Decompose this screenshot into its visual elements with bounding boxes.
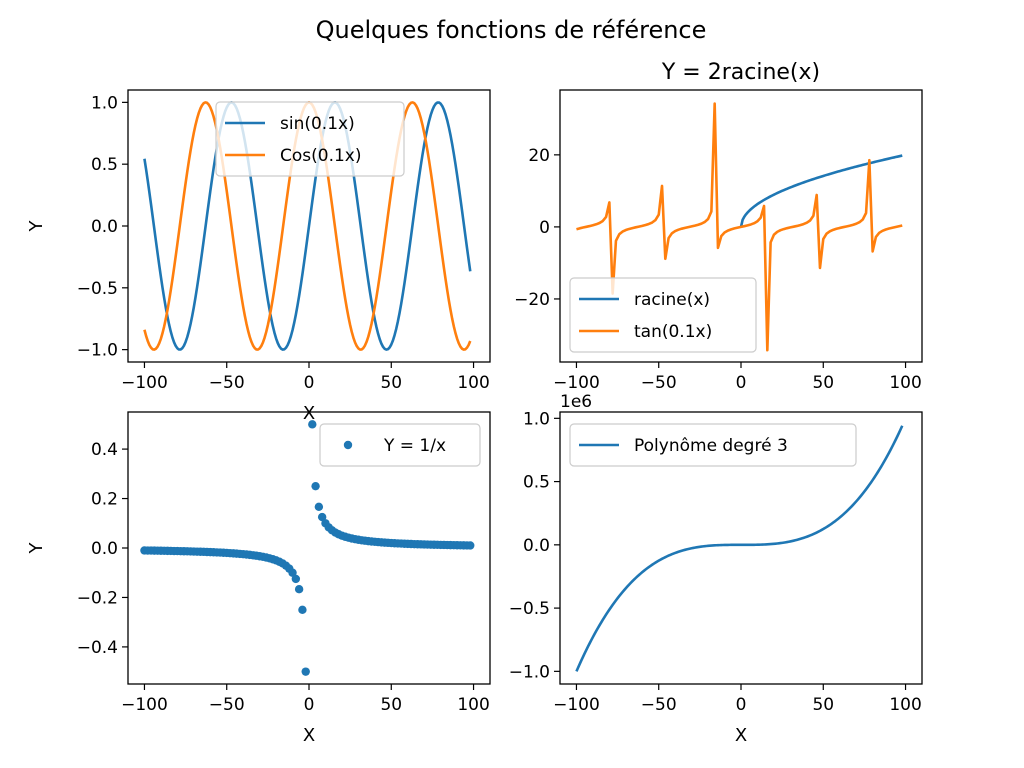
plot4-ytick-label-2: 0.0 [523, 536, 550, 556]
plot3-xtick-label-4: 100 [457, 695, 489, 715]
plot3: −100 −50 0 50 100 −0.4 −0.2 0.0 0.2 0.4 X Y Y = 1/x [26, 411, 491, 746]
plot3-legend: Y = 1/x [319, 423, 481, 467]
plot4-ytick-label-1: −0.5 [509, 599, 550, 619]
plot2-xtick-label-0: −100 [553, 373, 600, 393]
plot2-xtick-label-3: 50 [812, 373, 834, 393]
plot3-legend-marker-0 [343, 440, 353, 450]
plot4-series-group [575, 425, 904, 672]
plot3-point-46 [291, 574, 301, 584]
plot3-point-47 [294, 585, 304, 594]
plot3-point-50 [308, 420, 317, 429]
plot3-point-52 [314, 502, 324, 511]
plot3-ytick-label-1: −0.2 [77, 588, 118, 608]
plot4-xtick-label-0: −100 [553, 695, 600, 715]
plot1-xtick-label-3: 50 [380, 373, 402, 393]
plot3-xlabel: X [303, 725, 315, 746]
plot4-xtick-label-2: 0 [736, 695, 747, 715]
plot3-ytick-label-4: 0.4 [91, 440, 118, 460]
plot3-point-48 [298, 605, 307, 615]
plot2-legend-box [569, 277, 757, 353]
plot2-xtick-label-2: 0 [736, 373, 747, 393]
plot2-title: Y = 2racine(x) [661, 60, 820, 85]
plot2-ytick-label-0: −20 [514, 290, 550, 310]
plot2-line-1 [576, 102, 903, 352]
plot3-point-49 [301, 667, 310, 676]
plot4-xtick-label-4: 100 [889, 695, 921, 715]
plot4-xlabel: X [735, 725, 747, 746]
plot1-ytick-label-3: 0.5 [91, 155, 118, 175]
plot1: −100 −50 0 50 100 −1.0 −0.5 0.0 0.5 1.0 X Ysin(0.1x… [26, 89, 491, 424]
plot4-ytick-label-0: −1.0 [509, 662, 550, 682]
plot3-ytick-label-2: 0.0 [91, 539, 118, 559]
plot1-legend-box [215, 101, 405, 177]
plot1-xtick-label-1: −50 [209, 373, 245, 393]
plot1-xtick-label-4: 100 [457, 373, 489, 393]
plot3-xtick-label-3: 50 [380, 695, 402, 715]
plot2-line-0 [739, 154, 903, 228]
plot2: −100 −50 0 50 100 −20 0 20 Y = 2racine(x) racine(… [514, 60, 923, 393]
plot3-xtick-label-1: −50 [209, 695, 245, 715]
plot3-point-98 [466, 541, 475, 550]
plot1-ytick-label-2: 0.0 [91, 217, 118, 237]
plot3-xtick-label-2: 0 [304, 695, 315, 715]
plot4-offset-label: 1e6 [560, 392, 592, 412]
plot3-xtick-label-0: −100 [121, 695, 168, 715]
plot4-xtick-label-3: 50 [812, 695, 834, 715]
plot2-xtick-label-4: 100 [889, 373, 921, 393]
plot3-ytick-label-0: −0.4 [77, 638, 118, 658]
plot3-point-51 [311, 481, 320, 491]
plot3-point-45 [288, 568, 297, 577]
figure-title: Quelques fonctions de référence [316, 16, 707, 44]
plot1-ytick-label-1: −0.5 [77, 279, 118, 299]
plot1-xlabel: X [303, 403, 315, 424]
plot4-xtick-label-1: −50 [641, 695, 677, 715]
plot2-legend-label-0: racine(x) [634, 290, 710, 310]
plot3-point-53 [317, 512, 327, 522]
plot3-series-group [140, 420, 475, 676]
plot4-ytick-label-3: 0.5 [523, 473, 550, 493]
plot1-ytick-label-0: −1.0 [77, 341, 118, 361]
plot4: −100 −50 0 50 100 −1.0 −0.5 0.0 0.5 1.0 X 1e6 Polynô… [509, 392, 923, 746]
plot2-legend: racine(x) tan(0.1x) [569, 277, 757, 353]
plot1-legend-label-0: sin(0.1x) [280, 114, 355, 134]
plot1-legend: sin(0.1x) Cos(0.1x) [215, 101, 405, 177]
plot2-ytick-label-1: 0 [539, 218, 550, 238]
plot4-ytick-label-4: 1.0 [523, 409, 550, 429]
plot1-xtick-label-0: −100 [121, 373, 168, 393]
plot4-legend-label-0: Polynôme degré 3 [634, 436, 788, 456]
plot3-ylabel: Y [26, 542, 47, 555]
plot1-ylabel: Y [26, 220, 47, 233]
plot1-line-0 [143, 101, 472, 351]
plot1-ytick-label-4: 1.0 [91, 93, 118, 113]
plot1-legend-label-1: Cos(0.1x) [280, 146, 362, 166]
plot2-legend-label-1: tan(0.1x) [634, 322, 712, 342]
plot2-xtick-label-1: −50 [641, 373, 677, 393]
plot4-line-0 [575, 425, 904, 672]
plot3-ytick-label-3: 0.2 [91, 490, 118, 510]
plot4-legend: Polynôme degré 3 [569, 423, 857, 467]
plot2-series-group [576, 102, 903, 352]
plot3-legend-label-0: Y = 1/x [383, 436, 446, 456]
plot2-ytick-label-2: 20 [528, 146, 550, 166]
plot4-legend-box [569, 423, 857, 467]
plot1-xtick-label-2: 0 [304, 373, 315, 393]
plot3-legend-box [319, 423, 481, 467]
